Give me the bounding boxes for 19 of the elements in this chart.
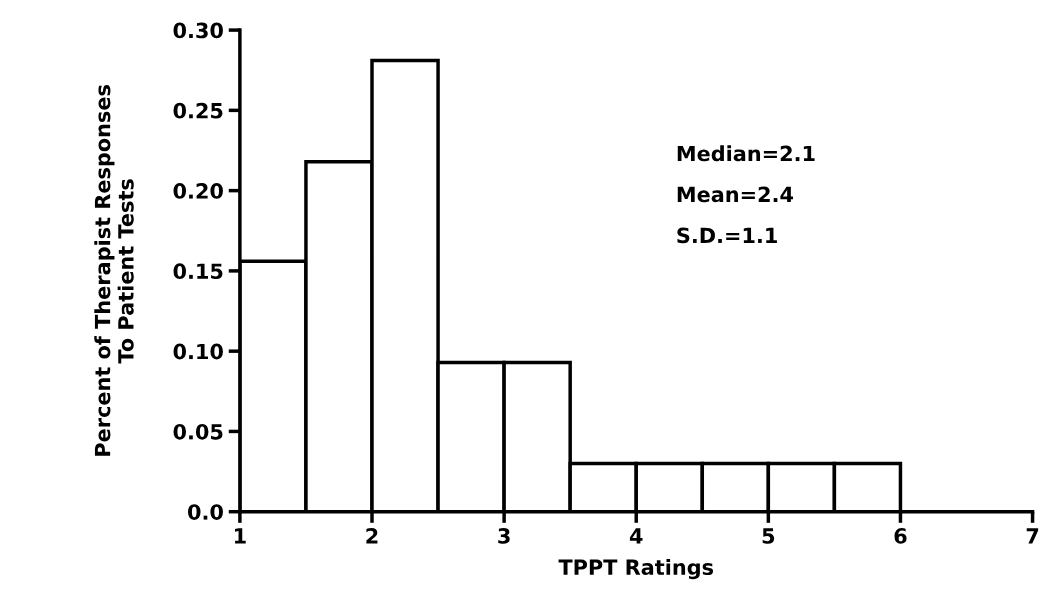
annotation: Median=2.1: [677, 145, 815, 162]
x-axis-title: TPPT Ratings: [558, 558, 714, 580]
y-axis-title: Percent of Therapist Responses To Patient Tests: [94, 85, 134, 456]
y-tick-label: 0.25: [173, 102, 223, 119]
annotation: Mean=2.4: [677, 186, 794, 203]
annotation: S.D.=1.1: [677, 227, 777, 244]
x-tick-label: 7: [1026, 528, 1039, 544]
x-tick-label: 6: [894, 528, 907, 544]
y-tick-label: 0.30: [173, 22, 223, 39]
y-tick-label: 0.10: [173, 343, 223, 360]
y-tick-label: 0.15: [173, 263, 223, 280]
x-tick-label: 3: [498, 528, 510, 544]
y-tick-label: 0.0: [188, 504, 223, 520]
x-tick-label: 2: [366, 528, 378, 544]
y-tick-label: 0.05: [173, 423, 223, 440]
x-tick-label: 5: [762, 528, 775, 544]
y-tick-label: 0.20: [173, 183, 223, 199]
x-tick-label: 1: [234, 528, 246, 544]
x-tick-label: 4: [629, 528, 643, 544]
